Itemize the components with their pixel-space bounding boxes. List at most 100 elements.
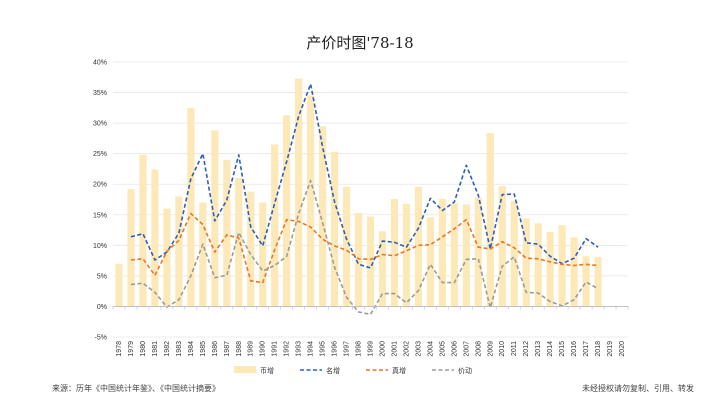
x-tick-label: 1985	[200, 341, 207, 357]
x-axis-labels: 1978 1979 1980 1981 1982 1983 1984 1985 1986 1987…	[116, 341, 626, 357]
bar	[546, 231, 554, 307]
bar	[223, 159, 231, 307]
x-tick-label: 1991	[272, 341, 279, 357]
bar	[534, 223, 542, 307]
x-tick-label: 1981	[152, 341, 159, 357]
bar	[235, 178, 243, 307]
y-tick-label: 25%	[93, 151, 107, 158]
x-tick-label: 1994	[308, 341, 315, 357]
bar	[474, 197, 482, 307]
series-line	[130, 212, 599, 284]
series-line	[130, 83, 599, 269]
bar	[175, 196, 183, 307]
y-axis: -5% 0% 5% 10% 15% 20% 25% 30% 35% 40%	[93, 60, 107, 342]
bar	[486, 132, 494, 307]
bar	[426, 217, 434, 307]
bar	[438, 198, 446, 307]
legend-label: 名增	[326, 366, 340, 375]
x-tick-label: 1999	[368, 341, 375, 357]
x-tick-label: 2016	[571, 341, 578, 357]
legend-label: 币增	[260, 366, 274, 375]
bar	[295, 78, 303, 307]
copyright-note: 未经授权请勿复制、引用、转发	[582, 383, 694, 393]
bar	[199, 202, 207, 307]
x-tick-label: 1993	[296, 341, 303, 357]
x-tick-label: 2002	[403, 341, 410, 357]
x-tick-label: 1980	[140, 341, 147, 357]
x-tick-label: 2009	[487, 341, 494, 357]
y-tick-label: 15%	[93, 212, 107, 219]
x-tick-label: 2012	[523, 341, 530, 357]
y-tick-label: 5%	[97, 273, 107, 280]
x-tick-label: 2003	[415, 341, 422, 357]
x-tick-label: 1998	[356, 341, 363, 357]
x-tick-label: 1996	[332, 341, 339, 357]
bar	[390, 198, 399, 307]
x-tick-label: 2006	[451, 341, 458, 357]
bar	[450, 203, 458, 307]
x-tick-label: 2019	[607, 341, 614, 357]
bar	[115, 263, 123, 307]
bar	[163, 208, 171, 307]
bar	[498, 186, 506, 307]
line-series	[130, 83, 599, 316]
bar	[283, 115, 291, 307]
legend-label: 价动	[458, 366, 472, 375]
x-tick-label: 2014	[547, 341, 554, 357]
x-tick-label: 1989	[248, 341, 255, 357]
x-tick-label: 2005	[439, 341, 446, 357]
bar	[259, 202, 267, 307]
x-tick-label: 2018	[595, 341, 602, 357]
x-tick-label: 2000	[379, 341, 386, 357]
y-tick-label: 30%	[93, 121, 107, 128]
x-axis	[112, 306, 629, 310]
x-tick-label: 1988	[236, 341, 243, 357]
series-line	[130, 179, 599, 316]
x-tick-label: 2017	[583, 341, 590, 357]
source-note: 来源：历年《中国统计年鉴》、《中国统计摘要》	[52, 383, 220, 393]
x-tick-label: 2011	[511, 341, 518, 356]
x-tick-label: 1997	[344, 341, 351, 357]
x-tick-label: 1992	[284, 341, 291, 357]
bar	[570, 237, 578, 307]
bar	[366, 216, 375, 307]
bar	[319, 126, 327, 307]
bar	[342, 186, 351, 307]
bar	[247, 191, 255, 307]
x-tick-label: 2007	[463, 341, 470, 357]
bar	[211, 130, 219, 307]
x-tick-label: 2008	[475, 341, 482, 357]
y-tick-label: 40%	[93, 60, 107, 67]
bar	[402, 203, 411, 307]
x-tick-label: 1986	[212, 341, 219, 357]
y-tick-label: 0%	[97, 304, 107, 311]
chart-title: 产价时图'78-18	[306, 34, 413, 52]
x-tick-label: 1979	[128, 341, 135, 357]
bar	[594, 256, 602, 307]
x-tick-label: 1984	[188, 341, 195, 357]
x-tick-label: 2004	[427, 341, 434, 357]
bar	[330, 151, 339, 307]
y-tick-label: 35%	[93, 90, 107, 97]
bar	[522, 218, 530, 307]
bar	[127, 189, 135, 307]
bar	[151, 169, 159, 307]
bar	[558, 225, 566, 307]
bar	[139, 154, 147, 307]
x-tick-label: 2001	[391, 341, 398, 357]
x-tick-label: 1983	[176, 341, 183, 357]
x-tick-label: 1995	[320, 341, 327, 357]
y-tick-label: 10%	[93, 243, 107, 250]
legend-swatch	[234, 366, 256, 373]
bar	[414, 186, 422, 307]
x-tick-label: 2013	[535, 341, 542, 357]
x-tick-label: 2015	[559, 341, 566, 357]
bar	[378, 231, 387, 307]
x-tick-label: 1982	[164, 341, 171, 357]
bar	[187, 107, 195, 307]
legend: 币增 名增 真增 价动	[234, 366, 472, 375]
bar	[510, 200, 518, 307]
y-tick-label: -5%	[95, 335, 107, 342]
x-tick-label: 1978	[116, 341, 123, 357]
